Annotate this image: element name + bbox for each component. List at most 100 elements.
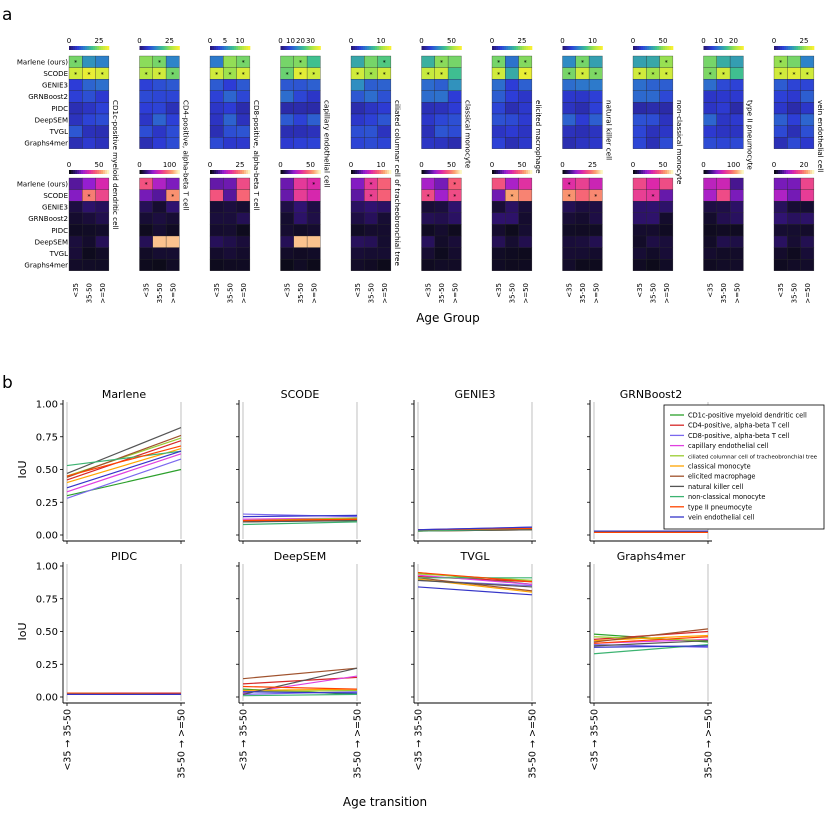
- significance-marker: *: [440, 60, 443, 67]
- heatmap-cell-top: [646, 113, 660, 126]
- heatmap-row-label: GRNBoost2: [28, 215, 68, 223]
- significance-marker: *: [87, 193, 90, 200]
- heatmap-cell-bottom: [588, 212, 603, 225]
- bottom-colorbar-segment: [721, 170, 724, 174]
- x-tick-label: <35 → 35-50: [590, 709, 601, 771]
- bottom-colorbar-segment: [586, 170, 589, 174]
- significance-marker: *: [356, 71, 359, 78]
- bottom-colorbar-segment: [669, 170, 672, 174]
- heatmap-cell-bottom: [421, 259, 435, 271]
- top-colorbar-segment: [657, 46, 660, 50]
- bottom-colorbar-segment: [147, 170, 150, 174]
- bottom-colorbar-segment: [794, 170, 797, 174]
- top-colorbar-segment: [367, 46, 370, 50]
- top-colorbar-segment: [637, 46, 640, 50]
- bottom-colorbar-segment: [218, 170, 221, 174]
- age-group-tick: >=50: [451, 283, 459, 304]
- heatmap-cell-top: [236, 125, 251, 138]
- top-colorbar-segment: [723, 46, 726, 50]
- significance-marker: *: [524, 71, 527, 78]
- heatmap-cell-top: [646, 90, 660, 103]
- significance-marker: *: [581, 71, 584, 78]
- bottom-colorbar-segment: [506, 170, 509, 174]
- heatmap-cell-top: [588, 79, 603, 91]
- series-line: [417, 571, 533, 583]
- heatmap-cell-top: [491, 102, 506, 115]
- top-colorbar-segment: [437, 46, 440, 50]
- heatmap-cell-top: [659, 79, 674, 91]
- top-colorbar-segment: [528, 46, 531, 50]
- top-colorbar-segment: [594, 46, 597, 50]
- heatmap-cell-top: [209, 102, 224, 115]
- cell-type-label: CD8-positive, alpha-beta T cell: [252, 100, 261, 211]
- heatmap-cell-bottom: [280, 224, 294, 237]
- heatmap-cell-bottom: [729, 247, 744, 260]
- top-colorbar-segment: [727, 46, 730, 50]
- heatmap-cell-top: [165, 113, 180, 126]
- bottom-colorbar-segment: [389, 170, 392, 174]
- age-group-tick: <35: [495, 283, 503, 298]
- top-colorbar-segment: [774, 46, 777, 50]
- bottom-colorbar-segment: [713, 170, 716, 174]
- heatmap-cell-top: [95, 90, 110, 103]
- heatmap-cell-top: [575, 90, 590, 103]
- top-colorbar-segment: [568, 46, 571, 50]
- heatmap-cell-top: [223, 55, 237, 68]
- heatmap-cell-top: [223, 90, 237, 103]
- bottom-colorbar-segment: [290, 170, 293, 174]
- top-colorbar-segment: [566, 46, 569, 50]
- heatmap-cell-bottom: [280, 212, 294, 225]
- bottom-colorbar-segment: [238, 170, 241, 174]
- bottom-colorbar-tick: 0: [278, 161, 282, 169]
- significance-marker: *: [427, 71, 430, 78]
- heatmap-cell-top: [773, 102, 788, 115]
- heatmap-cell-top: [293, 79, 308, 91]
- bottom-colorbar-segment: [312, 170, 315, 174]
- top-colorbar-segment: [369, 46, 372, 50]
- panel-label-b: b: [2, 373, 13, 393]
- top-colorbar-segment: [516, 46, 519, 50]
- bottom-colorbar-segment: [282, 170, 285, 174]
- bottom-colorbar-segment: [355, 170, 358, 174]
- x-tick-label: 35-50 → >=50: [177, 709, 188, 779]
- heatmap-cell-top: [139, 55, 153, 68]
- top-colorbar-tick: 0: [67, 37, 71, 45]
- heatmap-cell-bottom: [632, 247, 647, 260]
- legend-label: capillary endothelial cell: [688, 442, 769, 450]
- significance-marker: *: [369, 71, 372, 78]
- significance-marker: *: [383, 71, 386, 78]
- bottom-colorbar-segment: [381, 170, 384, 174]
- legend-label: natural killer cell: [688, 483, 743, 491]
- heatmap-cell-top: [447, 125, 462, 138]
- top-colorbar-segment: [564, 46, 567, 50]
- significance-marker: *: [779, 71, 782, 78]
- bottom-colorbar-segment: [369, 170, 372, 174]
- heatmap-cell-bottom: [505, 247, 519, 260]
- bottom-colorbar-tick: 50: [518, 161, 527, 169]
- heatmap-cell-top: [505, 125, 519, 138]
- bottom-colorbar-segment: [105, 170, 108, 174]
- heatmap-cell-top: [421, 102, 435, 115]
- bottom-colorbar-tick: 10: [377, 161, 386, 169]
- heatmap-cell-bottom: [364, 212, 378, 225]
- bottom-colorbar-segment: [173, 170, 176, 174]
- age-group-tick: >=50: [522, 283, 530, 304]
- heatmap-cell-bottom: [800, 201, 815, 213]
- heatmap-cell-bottom: [306, 212, 321, 225]
- bottom-colorbar-segment: [667, 170, 670, 174]
- bottom-colorbar-segment: [310, 170, 313, 174]
- subplot-title: GRNBoost2: [620, 388, 682, 401]
- top-colorbar-segment: [643, 46, 646, 50]
- top-colorbar-segment: [524, 46, 527, 50]
- heatmap-cell-bottom: [434, 201, 449, 213]
- bottom-colorbar-segment: [316, 170, 319, 174]
- bottom-colorbar-segment: [73, 170, 76, 174]
- top-colorbar-segment: [103, 46, 106, 50]
- heatmap-cell-top: [364, 79, 378, 91]
- bottom-colorbar-segment: [725, 170, 728, 174]
- heatmap-cell-top: [716, 90, 731, 103]
- bottom-colorbar-segment: [385, 170, 388, 174]
- heatmap-cell-top: [236, 79, 251, 91]
- bottom-colorbar-segment: [661, 170, 664, 174]
- heatmap-cell-bottom: [293, 201, 308, 213]
